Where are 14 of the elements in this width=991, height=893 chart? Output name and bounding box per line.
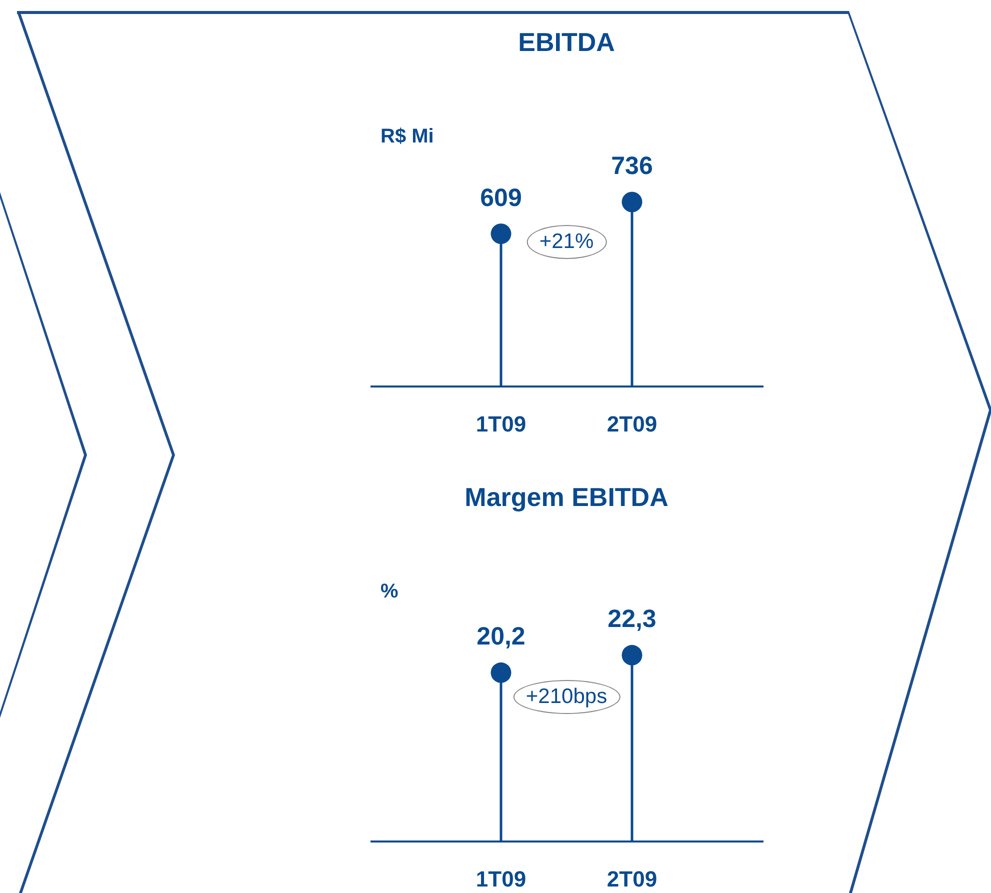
- x-tick-label: 1T09: [476, 412, 526, 436]
- oval-outline: +210bps: [512, 680, 620, 714]
- x-tick-label: 2T09: [606, 412, 658, 436]
- data-label: 20,2: [476, 622, 526, 651]
- y-axis-title: R$ Mi: [380, 126, 434, 148]
- y-axis-title: %: [380, 580, 398, 602]
- data-label: 736: [611, 152, 653, 180]
- chart-title: EBITDA: [518, 27, 616, 57]
- x-tick-label: 1T09: [476, 866, 526, 892]
- data-label: 609: [480, 184, 522, 212]
- x-tick-label: 2T09: [606, 866, 658, 892]
- oval-outline: +21%: [526, 225, 607, 259]
- chart-title: Margem EBITDA: [464, 482, 669, 512]
- data-label: 22,3: [608, 605, 656, 634]
